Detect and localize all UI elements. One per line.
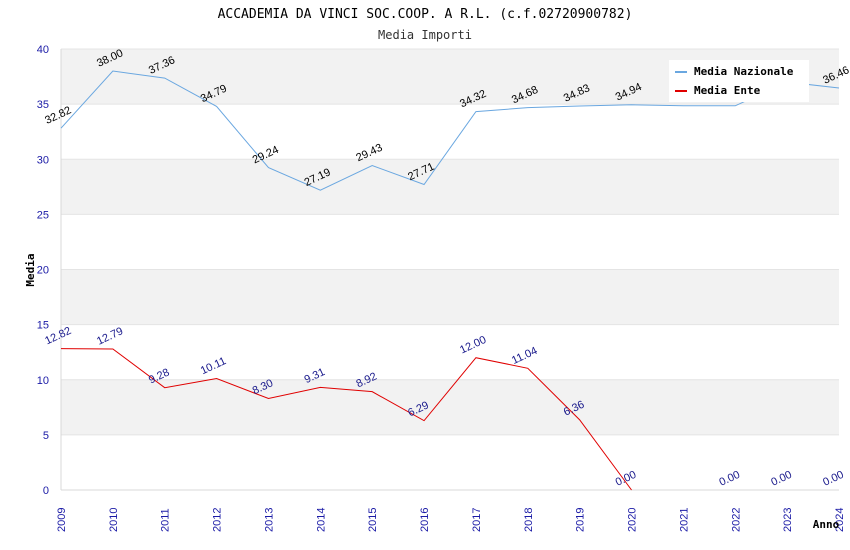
- series-lines: [60, 70, 840, 491]
- chart-title: ACCADEMIA DA VINCI SOC.COOP. A R.L. (c.f…: [218, 7, 633, 22]
- legend: Media Nazionale Media Ente: [669, 60, 809, 102]
- x-tick-label: 2023: [782, 508, 794, 532]
- x-tick-label: 2013: [263, 508, 275, 532]
- x-tick-label: 2019: [575, 508, 587, 532]
- grid-band: [61, 379, 839, 435]
- x-axis-label: Anno: [813, 518, 840, 531]
- legend-box: [669, 60, 809, 102]
- x-tick-label: 2015: [367, 508, 379, 532]
- data-label: 10.11: [199, 355, 228, 377]
- x-axis-ticks: 2009 2010 2011 2012 2013 2014 2015 2016 2017 2018…: [56, 508, 846, 532]
- x-tick-label: 2020: [627, 508, 639, 532]
- x-tick-label: 2010: [108, 508, 120, 532]
- y-tick-label: 25: [37, 209, 49, 221]
- chart-subtitle: Media Importi: [378, 28, 472, 42]
- grid-band: [61, 269, 839, 325]
- data-label: 0.00: [769, 469, 793, 489]
- grid-bands: [60, 48, 839, 491]
- x-tick-label: 2012: [212, 508, 224, 532]
- x-tick-label: 2017: [471, 508, 483, 532]
- series-line-ente: [60, 348, 632, 491]
- y-tick-label: 20: [37, 265, 49, 277]
- y-tick-label: 30: [37, 154, 49, 166]
- x-tick-label: 2011: [160, 508, 172, 532]
- y-tick-label: 5: [43, 430, 49, 442]
- data-label: 12.79: [95, 325, 125, 348]
- y-tick-label: 40: [37, 44, 49, 56]
- y-axis-ticks: 0 5 10 15 20 25 30 35 40: [37, 44, 49, 497]
- x-tick-label: 2014: [315, 508, 327, 532]
- x-tick-label: 2024: [834, 508, 846, 532]
- y-tick-label: 35: [37, 99, 49, 111]
- data-label: 0.00: [614, 469, 638, 489]
- legend-label-ente: Media Ente: [694, 84, 761, 97]
- y-tick-label: 10: [37, 375, 49, 387]
- data-label: 0.00: [821, 469, 845, 489]
- y-axis-label: Media: [24, 253, 37, 286]
- series-line-nazionale: [60, 70, 840, 191]
- grid-band: [61, 159, 839, 215]
- x-tick-label: 2021: [678, 508, 690, 532]
- data-label: 11.04: [510, 345, 539, 367]
- data-label: 0.00: [717, 469, 741, 489]
- y-tick-label: 0: [43, 485, 49, 497]
- x-tick-label: 2018: [523, 508, 535, 532]
- legend-label-nazionale: Media Nazionale: [694, 65, 794, 78]
- x-tick-label: 2009: [56, 508, 68, 532]
- data-label: 12.00: [458, 334, 488, 357]
- x-tick-label: 2022: [730, 508, 742, 532]
- x-tick-label: 2016: [419, 508, 431, 532]
- y-tick-label: 15: [37, 320, 49, 332]
